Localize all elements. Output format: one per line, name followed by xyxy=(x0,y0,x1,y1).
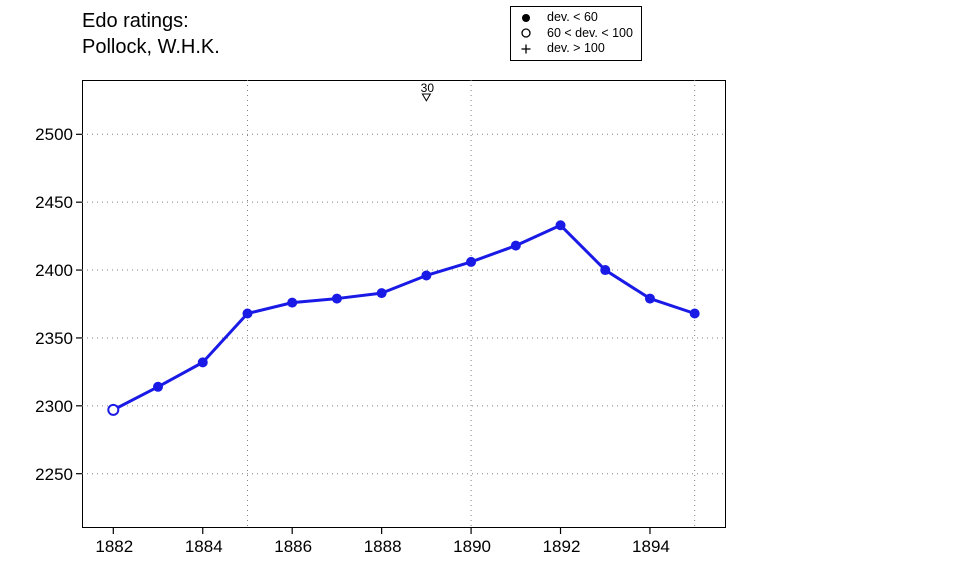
x-axis-tick-label: 1886 xyxy=(274,537,312,557)
legend-label: dev. < 60 xyxy=(547,10,598,26)
filled-circle-icon xyxy=(519,13,533,23)
legend-item: dev. < 60 xyxy=(519,10,633,26)
chart-title-line2: Pollock, W.H.K. xyxy=(82,36,220,59)
plus-icon xyxy=(519,44,533,54)
y-axis-tick-label: 2300 xyxy=(35,397,73,417)
y-axis-tick-label: 2400 xyxy=(35,261,73,281)
chart-title-line1: Edo ratings: xyxy=(82,10,189,33)
legend-item: 60 < dev. < 100 xyxy=(519,26,633,42)
y-axis-tick-label: 2450 xyxy=(35,193,73,213)
y-axis-tick-label: 2350 xyxy=(35,329,73,349)
x-axis-tick-label: 1894 xyxy=(632,537,670,557)
x-axis-tick-label: 1890 xyxy=(453,537,491,557)
legend: dev. < 60 60 < dev. < 100 dev. > 100 xyxy=(510,6,642,61)
y-axis-tick-label: 2250 xyxy=(35,465,73,485)
legend-item: dev. > 100 xyxy=(519,41,633,57)
x-axis-tick-label: 1892 xyxy=(543,537,581,557)
x-axis-tick-label: 1884 xyxy=(185,537,223,557)
legend-label: dev. > 100 xyxy=(547,41,605,57)
x-axis-tick-label: 1882 xyxy=(95,537,133,557)
offscale-count-label: 30 xyxy=(421,81,434,95)
open-circle-icon xyxy=(519,28,533,38)
y-axis-tick-label: 2500 xyxy=(35,125,73,145)
legend-label: 60 < dev. < 100 xyxy=(547,26,633,42)
x-axis-tick-label: 1888 xyxy=(364,537,402,557)
plot-area: 2250230023502400245025001882188418861888… xyxy=(82,80,726,528)
chart-svg xyxy=(82,80,726,528)
